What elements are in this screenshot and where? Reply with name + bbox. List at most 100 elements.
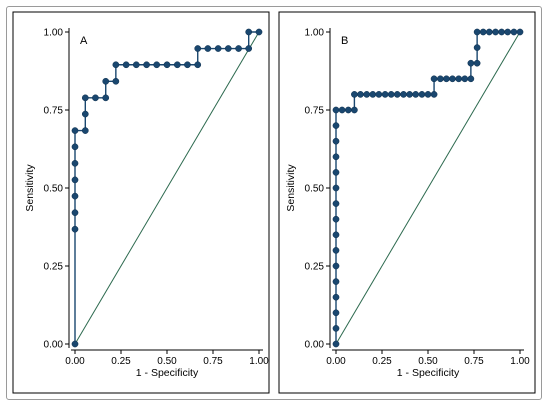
y-tick-label: 0.75 (305, 106, 325, 117)
roc-point (332, 122, 340, 129)
roc-point (71, 143, 79, 151)
x-tick-label: 0.00 (326, 356, 346, 367)
roc-point (332, 262, 340, 270)
reference-line (335, 31, 521, 345)
y-tick-label: 0.00 (44, 340, 64, 351)
roc-point (510, 28, 518, 36)
roc-point (455, 75, 463, 83)
roc-point (332, 231, 340, 239)
roc-point (461, 75, 469, 83)
roc-point (381, 91, 389, 98)
roc-point (163, 61, 171, 69)
roc-point (235, 45, 242, 52)
roc-point (369, 91, 377, 98)
roc-point (332, 340, 340, 348)
roc-point (443, 75, 450, 83)
roc-point (332, 184, 340, 192)
roc-point (332, 247, 340, 254)
roc-point (184, 61, 191, 69)
roc-point (412, 91, 420, 98)
roc-point (473, 59, 481, 67)
roc-point (504, 28, 512, 36)
figure-frame: 0.00 0.25 0.50 0.75 1.00 0.00 0.25 0.50 0.75 1.00… (6, 6, 542, 400)
roc-point (173, 61, 181, 69)
roc-point (245, 28, 253, 36)
y-tick-label: 0.00 (305, 340, 325, 351)
roc-point (485, 28, 493, 36)
panel-b-border (278, 11, 536, 394)
roc-point (357, 91, 364, 98)
roc-point (332, 200, 340, 207)
x-tick-label: 0.50 (418, 356, 438, 367)
x-tick-label: 0.00 (65, 356, 85, 367)
roc-point (71, 225, 79, 233)
roc-point (245, 45, 253, 52)
roc-point (473, 28, 481, 36)
x-axis-title: 1 - Specificity (397, 367, 460, 379)
roc-point (430, 75, 438, 83)
panel-label-b: B (341, 35, 348, 47)
roc-point (387, 91, 395, 98)
roc-point (332, 309, 340, 317)
panel-label-a: A (80, 35, 88, 47)
roc-figure: 0.00 0.25 0.50 0.75 1.00 0.00 0.25 0.50 0.75 1.00… (12, 11, 536, 394)
roc-point (418, 91, 426, 98)
roc-point (332, 293, 340, 301)
roc-point (194, 45, 202, 52)
roc-point (204, 45, 212, 52)
roc-point (71, 176, 79, 184)
y-tick-label: 0.50 (305, 184, 325, 195)
panel-b: 0.00 0.25 0.50 0.75 1.00 0.00 0.25 0.50 0.75 1.00… (278, 11, 536, 394)
panel-a-border (12, 11, 270, 394)
roc-point (351, 91, 358, 98)
roc-point (467, 59, 475, 67)
roc-point (516, 28, 524, 36)
roc-point (479, 28, 487, 36)
x-tick-label: 1.00 (249, 356, 269, 367)
x-tick-label: 1.00 (510, 356, 530, 367)
roc-point (332, 215, 340, 223)
x-tick-label: 0.25 (372, 356, 392, 367)
roc-point (467, 75, 475, 83)
y-tick-label: 1.00 (305, 28, 325, 39)
roc-point (473, 44, 481, 51)
y-axis-title: Sensitivity (285, 164, 297, 212)
roc-point (332, 169, 340, 176)
roc-point (81, 127, 89, 134)
y-tick-label: 0.75 (44, 106, 64, 117)
roc-point (71, 192, 79, 200)
roc-point (81, 110, 89, 118)
x-tick-label: 0.75 (464, 356, 484, 367)
y-axis-title: Sensitivity (24, 164, 36, 212)
roc-point (332, 325, 340, 332)
roc-point (92, 94, 99, 102)
roc-point (436, 75, 444, 83)
roc-point (153, 61, 161, 69)
roc-point (71, 160, 79, 167)
roc-point (102, 94, 110, 102)
roc-point (338, 106, 346, 114)
roc-point (430, 91, 438, 98)
roc-point (332, 106, 340, 114)
roc-point (122, 61, 130, 69)
roc-point (194, 61, 202, 69)
y-tick-label: 0.25 (44, 262, 64, 273)
roc-point (363, 91, 371, 98)
roc-point (406, 91, 413, 98)
roc-point (351, 106, 358, 114)
roc-point (424, 91, 432, 98)
roc-point (498, 28, 505, 36)
roc-point (214, 45, 222, 52)
roc-point (71, 340, 79, 348)
roc-point (71, 209, 79, 216)
roc-point (224, 45, 232, 52)
roc-point (102, 77, 110, 85)
reference-line (74, 31, 260, 345)
roc-point (375, 91, 383, 98)
x-tick-label: 0.75 (203, 356, 223, 367)
roc-point (332, 153, 340, 161)
roc-point (400, 91, 407, 98)
roc-point (143, 61, 150, 69)
panel-a: 0.00 0.25 0.50 0.75 1.00 0.00 0.25 0.50 0.75 1.00… (12, 11, 270, 394)
roc-point (112, 77, 120, 85)
